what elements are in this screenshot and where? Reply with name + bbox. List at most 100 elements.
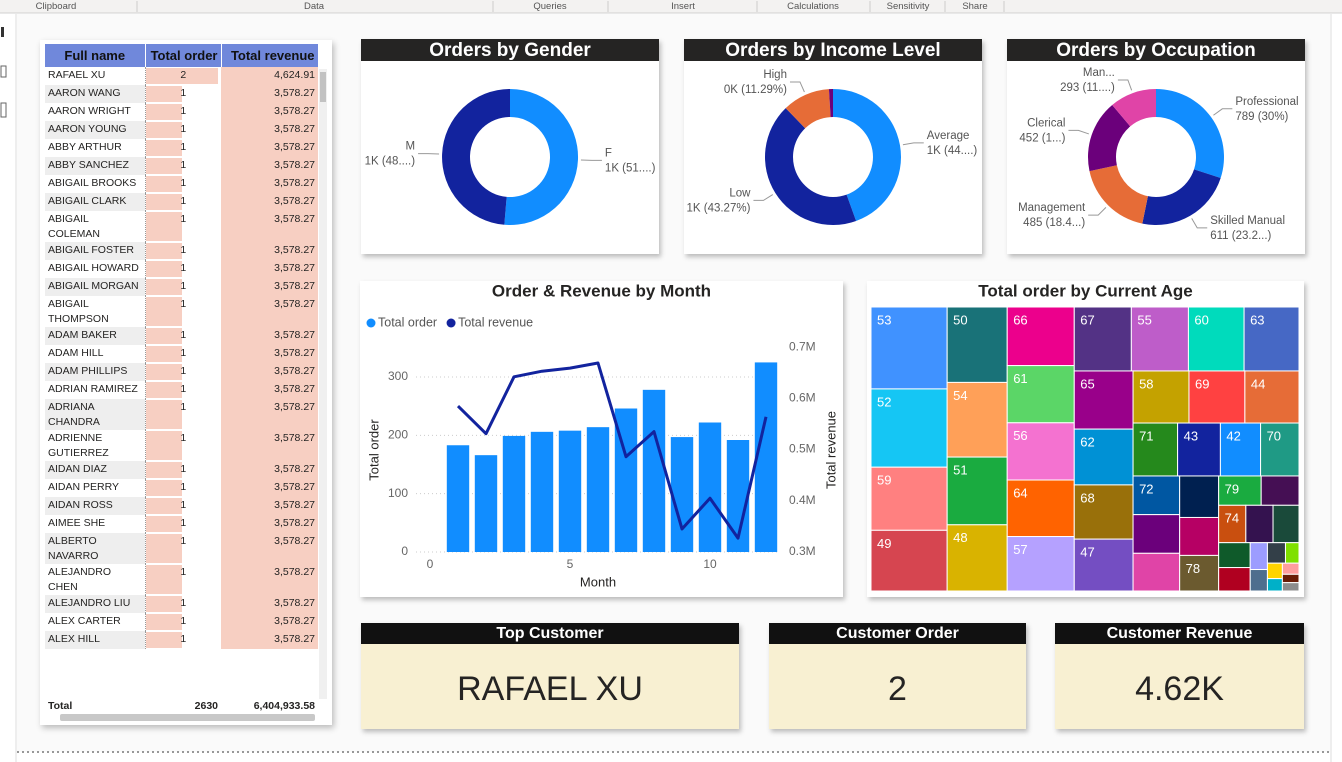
cell-name: ABIGAIL FOSTER [45, 242, 145, 260]
bar [670, 437, 694, 552]
line [456, 361, 768, 540]
slice-category: Low [729, 187, 751, 199]
slice-value-label: 1K (48....) [365, 156, 416, 168]
slice [1089, 165, 1148, 224]
y2-tick-label: 0.6M [789, 391, 816, 405]
table-icon[interactable] [0, 65, 7, 78]
ribbon-bar [0, 0, 1342, 13]
leader-line [1191, 218, 1208, 229]
table-visual: Full name Total order Total revenue RAFAEL … [40, 40, 332, 725]
row: ABIGAIL THOMPSON 1 3,578.27 [45, 296, 318, 327]
data-bar [146, 480, 182, 496]
tile [1260, 422, 1300, 477]
data-bar [146, 596, 182, 612]
cell-order: 1 [144, 363, 221, 381]
tile [1281, 573, 1300, 584]
card-header [769, 623, 1026, 644]
leader-line [1117, 79, 1133, 91]
cell-name: ABIGAIL HOWARD [45, 260, 145, 278]
y2-tick-label: 0.4M [789, 493, 816, 507]
tile-label: 71 [1139, 428, 1153, 443]
cell-order: 1 [144, 564, 221, 595]
data-bar [146, 614, 182, 630]
cell-revenue: 3,578.27 [221, 613, 318, 631]
order-value: 1 [180, 105, 187, 117]
tile-label: 74 [1225, 511, 1239, 526]
card-value: 4.62K [1135, 670, 1224, 708]
ribbon-label: Insert [671, 1, 695, 12]
cell-order: 1 [144, 193, 221, 211]
bar [502, 435, 526, 552]
tile [1073, 428, 1134, 486]
tile-label: 53 [877, 312, 891, 327]
cell-revenue: 3,578.27 [221, 103, 318, 121]
cell-revenue: 3,578.27 [221, 242, 318, 260]
row: ABIGAIL MORGAN 1 3,578.27 [45, 278, 318, 296]
tile-label: 65 [1080, 376, 1094, 391]
bar [642, 389, 666, 552]
data-bar [146, 632, 182, 648]
model-icon[interactable] [0, 102, 7, 118]
tile [1281, 582, 1300, 592]
data-bar [146, 194, 182, 210]
order-value: 1 [180, 298, 187, 310]
order-value: 1 [180, 633, 187, 645]
slice [442, 89, 510, 225]
cell-order: 1 [144, 430, 221, 461]
slice [1087, 104, 1131, 172]
column-header: Full name [45, 44, 146, 67]
total: Total 2630 6,404,933.58 [45, 699, 318, 713]
row: AIDAN DIAZ 1 3,578.27 [45, 461, 318, 479]
slice-value-label: 452 (1...) [1019, 132, 1065, 144]
order-value: 1 [180, 383, 187, 395]
row: ABIGAIL FOSTER 1 3,578.27 [45, 242, 318, 260]
cell-order: 1 [144, 533, 221, 564]
bar [586, 427, 610, 552]
cell-revenue: 3,578.27 [221, 121, 318, 139]
scrollbar [319, 69, 327, 699]
cell-revenue: 3,578.27 [221, 296, 318, 327]
tile [1187, 306, 1245, 372]
leader-line [1088, 207, 1107, 216]
total-cell: 6,404,933.58 [253, 700, 315, 712]
order-value: 1 [180, 195, 187, 207]
tile [1218, 475, 1262, 506]
y-tick-label: 100 [388, 486, 408, 500]
row: AARON YOUNG 1 3,578.27 [45, 121, 318, 139]
tile [1266, 562, 1283, 580]
cell-revenue: 3,578.27 [221, 595, 318, 613]
tile [1243, 306, 1300, 372]
table-header: Full name Total order Total revenue [45, 44, 319, 67]
row: ADRIANA CHANDRA 1 3,578.27 [45, 399, 318, 430]
data-bar [146, 243, 182, 259]
row: ADAM HILL 1 3,578.27 [45, 345, 318, 363]
legend-marker [366, 318, 376, 328]
cell-name: ABIGAIL THOMPSON [45, 296, 145, 327]
row: RAFAEL XU 2 4,624.91 [45, 67, 318, 85]
row: ALBERTO NAVARRO 1 3,578.27 [45, 533, 318, 564]
cell-name: AIDAN PERRY [45, 479, 145, 497]
cell-name: ABBY SANCHEZ [45, 157, 145, 175]
cell-name: RAFAEL XU [45, 67, 145, 85]
slice [833, 89, 902, 221]
ribbon-label: Sensitivity [887, 1, 930, 12]
slice-value-label: 293 (11....) [1060, 82, 1115, 94]
order-value: 2 [180, 69, 187, 81]
cell-revenue: 3,578.27 [221, 260, 318, 278]
leader-line [902, 142, 924, 146]
tile [1260, 475, 1300, 506]
cell-name: ALEJANDRO CHEN [45, 564, 145, 595]
total-row: Total 2630 6,404,933.58 [45, 699, 318, 713]
legend-marker [446, 318, 456, 328]
data-bar [146, 565, 182, 594]
data-bar [146, 212, 182, 241]
report-icon[interactable] [1, 27, 4, 37]
row: ABIGAIL CLARK 1 3,578.27 [45, 193, 318, 211]
data-bar [146, 364, 182, 380]
order-value: 1 [180, 347, 187, 359]
cell-revenue: 3,578.27 [221, 497, 318, 515]
tile-label: 51 [953, 463, 967, 478]
cell-order: 1 [144, 345, 221, 363]
bar [726, 440, 750, 552]
order-value: 1 [180, 262, 187, 274]
